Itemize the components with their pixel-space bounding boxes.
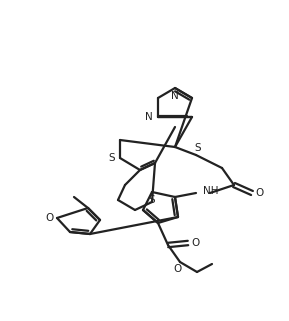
Text: O: O [174, 264, 182, 274]
Text: O: O [256, 188, 264, 198]
Text: S: S [109, 153, 115, 163]
Text: O: O [192, 238, 200, 248]
Text: N: N [171, 91, 179, 101]
Text: S: S [149, 195, 155, 205]
Text: N: N [145, 112, 153, 122]
Text: NH: NH [203, 186, 218, 196]
Text: O: O [46, 213, 54, 223]
Text: S: S [195, 143, 201, 153]
